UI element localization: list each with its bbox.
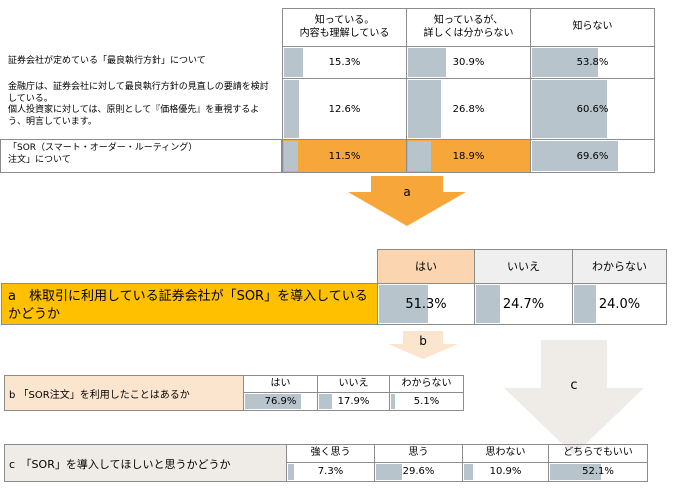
t1-cell-0-2: 53.8%: [530, 46, 655, 79]
tb-cell-1-value: 17.9%: [337, 396, 370, 407]
ta-cell-1-bar: [476, 285, 500, 323]
ta-label: a 株取引に利用している証券会社が「SOR」を導入しているかどうか: [1, 283, 378, 325]
arrow-a-label: a: [403, 185, 411, 199]
t1-cell-2-2: 69.6%: [530, 139, 655, 173]
ta-label-text: a 株取引に利用している証券会社が「SOR」を導入しているかどうか: [8, 289, 368, 323]
tb-header-2: わからない: [389, 375, 464, 393]
t1-cell-2-2-value: 69.6%: [576, 150, 609, 162]
t1-cell-2-0-bar: [284, 141, 299, 171]
tc-cell-3-bar: [550, 464, 602, 480]
tb-cell-2-value: 5.1%: [413, 396, 440, 407]
arrow-c-shape: [504, 340, 644, 455]
t1-header-2: 知らない: [530, 8, 655, 47]
t1-cell-1-2-value: 60.6%: [576, 103, 609, 115]
tb-header-0: はい: [243, 375, 318, 393]
t1-cell-2-1-bar: [408, 141, 432, 171]
tc-cell-1-value: 29.6%: [402, 466, 435, 477]
tb-cell-0-bar: [245, 394, 302, 409]
t1-cell-1-1-value: 26.8%: [452, 103, 485, 115]
tc-header-1: 思う: [374, 444, 463, 463]
arrow-b-label: b: [419, 334, 427, 348]
t1-cell-2-0-value: 11.5%: [328, 150, 361, 162]
tc-cell-2-value: 10.9%: [489, 466, 522, 477]
tb-cell-0: 76.9%: [243, 392, 318, 411]
t1-cell-0-0-value: 15.3%: [328, 57, 361, 68]
tc-cell-0-value: 7.3%: [317, 466, 344, 477]
t1-row-highlight: [0, 139, 282, 173]
t1-cell-1-2-bar: [532, 80, 607, 138]
t1-cell-2-1-value: 18.9%: [452, 150, 485, 162]
t1-header-0: 知っている。 内容も理解している: [282, 8, 407, 47]
tc-header-3: どちらでもいい: [548, 444, 648, 463]
tc-cell-2: 10.9%: [462, 462, 549, 482]
tb-cell-2: 5.1%: [389, 392, 464, 411]
t1-cell-2-2-bar: [532, 141, 618, 171]
tc-cell-0: 7.3%: [286, 462, 375, 482]
ta-cell-0-value: 51.3%: [405, 296, 447, 312]
tc-cell-0-bar: [288, 464, 295, 480]
t1-cell-1-0: 12.6%: [282, 78, 407, 140]
ta-cell-2-bar: [574, 285, 597, 323]
tb-cell-1-bar: [319, 394, 332, 409]
arrow-b-shape: [388, 331, 458, 359]
ta-cell-1-value: 24.7%: [502, 296, 545, 312]
t1-cell-0-1: 30.9%: [406, 46, 531, 79]
tb-cell-0-value: 76.9%: [264, 396, 297, 407]
tc-cell-3: 52.1%: [548, 462, 648, 482]
t1-cell-1-1: 26.8%: [406, 78, 531, 140]
tc-label: c 「SOR」を導入してほしいと思うかどうか: [4, 444, 287, 482]
tb-label-text: b 「SOR注文」を利用したことはあるか: [9, 390, 190, 401]
tc-cell-3-value: 52.1%: [582, 466, 614, 477]
t1-cell-2-0: 11.5%: [282, 139, 407, 173]
ta-cell-2: 24.0%: [572, 283, 667, 325]
tc-cell-2-bar: [464, 464, 474, 480]
t1-cell-0-1-bar: [408, 48, 446, 77]
t1-cell-0-2-value: 53.8%: [576, 57, 609, 68]
t1-header-1: 知っているが、 詳しくは分からない: [406, 8, 531, 47]
ta-cell-2-value: 24.0%: [598, 296, 641, 312]
t1-cell-0-2-bar: [532, 48, 599, 77]
t1-cell-1-2: 60.6%: [530, 78, 655, 140]
t1-row-label-0: 証券会社が定めている「最良執行方針」について: [8, 56, 206, 66]
tb-cell-1: 17.9%: [317, 392, 390, 411]
ta-header-2: わからない: [572, 249, 667, 284]
tb-header-1: いいえ: [317, 375, 390, 393]
ta-header-1: いいえ: [474, 249, 573, 284]
tc-header-0: 強く思う: [286, 444, 375, 463]
ta-cell-0-bar: [379, 285, 429, 323]
t1-cell-0-0-bar: [284, 48, 303, 77]
t1-cell-1-0-value: 12.6%: [328, 103, 361, 115]
t1-cell-0-0: 15.3%: [282, 46, 407, 79]
arrow-a-shape: [348, 176, 466, 226]
t1-cell-1-0-bar: [284, 80, 300, 138]
t1-row-label-1: 金融庁は、証券会社に対して最良執行方針の見直しの要請を検討している。 個人投資家…: [8, 82, 269, 128]
t1-cell-0-1-value: 30.9%: [452, 57, 485, 68]
arrow-c-label: c: [570, 378, 578, 393]
ta-header-0: はい: [377, 249, 475, 284]
tb-cell-2-bar: [391, 394, 395, 409]
ta-cell-1: 24.7%: [474, 283, 573, 325]
tc-cell-1: 29.6%: [374, 462, 463, 482]
tc-label-text: c 「SOR」を導入してほしいと思うかどうか: [9, 458, 231, 471]
t1-row-label-2: 「SOR（スマート・オーダー・ルーティング） 注文」について: [8, 143, 198, 165]
ta-cell-0: 51.3%: [377, 283, 475, 325]
tc-header-2: 思わない: [462, 444, 549, 463]
t1-cell-2-1: 18.9%: [406, 139, 531, 173]
tb-label: b 「SOR注文」を利用したことはあるか: [4, 375, 244, 411]
t1-cell-1-1-bar: [408, 80, 441, 138]
tc-cell-1-bar: [376, 464, 402, 480]
